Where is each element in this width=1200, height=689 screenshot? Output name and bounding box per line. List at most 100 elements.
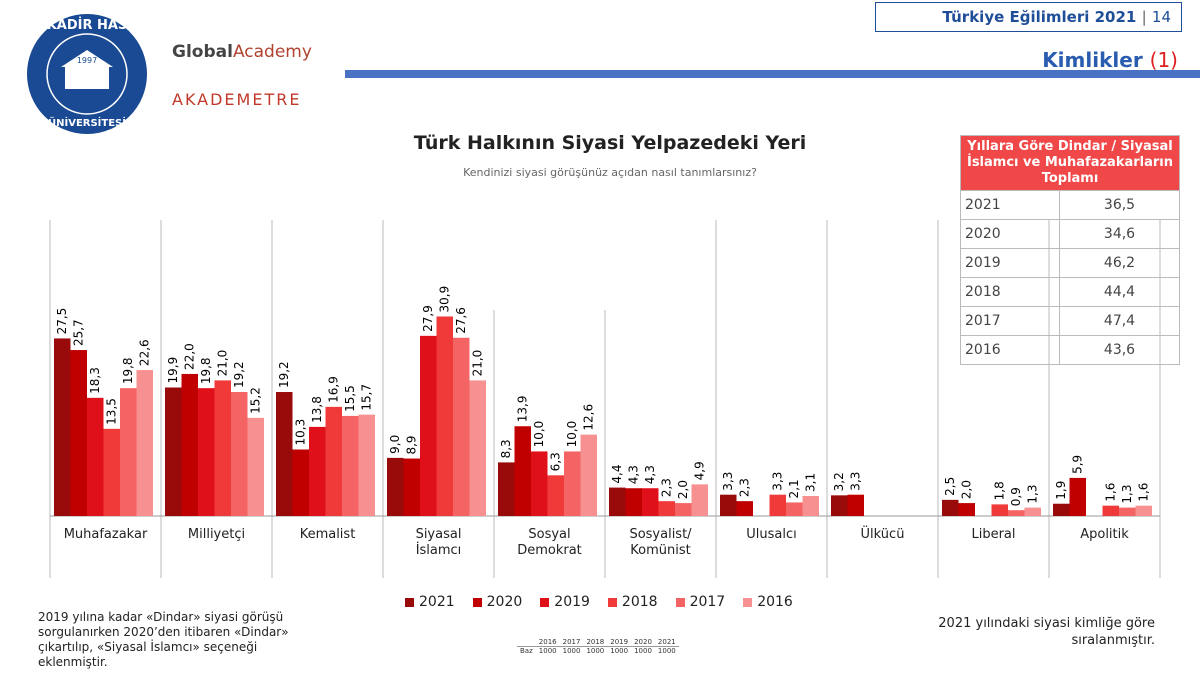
- summary-row: 2019 46,2: [960, 248, 1180, 278]
- bar: [309, 426, 326, 516]
- bar: [1119, 507, 1136, 516]
- bar: [181, 373, 198, 516]
- bar: [342, 415, 359, 516]
- x-tick-label: Sosyalist/ Komünist: [629, 527, 692, 558]
- value-label: 4,3: [643, 465, 657, 484]
- legend-item: 2020: [472, 594, 523, 610]
- bar: [1008, 510, 1025, 516]
- legend-swatch: [607, 597, 617, 607]
- base-cell: 2019: [610, 638, 629, 646]
- bar: [847, 494, 864, 516]
- summary-cell: 36,5: [1059, 190, 1180, 220]
- value-label: 1,6: [1137, 483, 1151, 502]
- legend: 2021 2020 2019 2018 2017 2016: [405, 594, 793, 610]
- legend-label: 2021: [419, 594, 455, 610]
- base-cell: 1000: [562, 647, 581, 655]
- value-label: 0,9: [1009, 487, 1023, 506]
- page-number: 14: [1151, 8, 1171, 26]
- bar: [1069, 477, 1086, 516]
- legend-label: 2019: [554, 594, 590, 610]
- bar: [658, 501, 675, 516]
- value-label: 3,3: [721, 472, 735, 491]
- bar: [736, 501, 753, 516]
- value-label: 18,3: [88, 367, 102, 394]
- value-label: 10,3: [294, 419, 308, 446]
- partner-two: AKADEMETRE: [172, 90, 302, 109]
- bar: [120, 388, 137, 516]
- value-label: 3,1: [804, 473, 818, 492]
- value-label: 2,1: [787, 479, 801, 498]
- bar: [691, 484, 708, 516]
- bar: [769, 494, 786, 516]
- university-logo: KADİR HAS 1997 ÜNİVERSİTESİ: [27, 14, 147, 134]
- value-label: 3,2: [832, 472, 846, 491]
- value-label: 21,0: [471, 350, 485, 377]
- base-cell: [517, 638, 536, 647]
- bar: [1102, 505, 1119, 516]
- bar: [1053, 503, 1070, 516]
- bar: [453, 337, 470, 516]
- value-label: 13,8: [310, 396, 324, 423]
- summary-row: 2020 34,6: [960, 219, 1180, 249]
- summary-cell: 43,6: [1059, 335, 1180, 365]
- bar: [991, 504, 1008, 516]
- bar: [420, 335, 437, 516]
- value-label: 15,2: [249, 387, 263, 414]
- base-cell: 1000: [610, 647, 629, 655]
- summary-cell: 2020: [960, 219, 1060, 249]
- base-table: 2016 2017 2018 2019 2020 2021 Baz 1000 1000 1000 1…: [517, 638, 679, 655]
- bar: [625, 488, 642, 516]
- bar: [469, 380, 486, 516]
- base-cell: 1000: [657, 647, 676, 655]
- bar: [103, 428, 120, 516]
- base-row: 2016 2017 2018 2019 2020 2021: [517, 638, 679, 647]
- legend-item: 2017: [675, 594, 725, 610]
- x-tick-label: Milliyetçi: [187, 527, 246, 542]
- value-label: 27,6: [454, 307, 468, 334]
- value-label: 2,0: [676, 480, 690, 499]
- university-sub: ÜNİVERSİTESİ: [48, 115, 126, 129]
- legend-swatch: [743, 597, 753, 607]
- value-label: 16,9: [327, 376, 341, 403]
- report-title: Türkiye Eğilimleri 2021: [942, 8, 1137, 26]
- bar: [580, 434, 597, 516]
- summary-cell: 2016: [960, 335, 1060, 365]
- bar: [514, 426, 531, 516]
- x-tick-label: Kemalist: [299, 527, 356, 542]
- value-label: 2,5: [943, 477, 957, 496]
- value-label: 19,2: [232, 361, 246, 388]
- value-label: 1,3: [1026, 485, 1040, 504]
- chart-subtitle: Kendinizi siyasi görüşünüz açıdan nasıl …: [463, 166, 757, 179]
- value-label: 15,5: [343, 385, 357, 412]
- bar: [1024, 507, 1041, 516]
- summary-cell: 46,2: [1059, 248, 1180, 278]
- value-label: 22,0: [183, 343, 197, 370]
- legend-label: 2020: [486, 594, 523, 610]
- summary-cell: 2021: [960, 190, 1060, 220]
- value-label: 21,0: [216, 350, 230, 377]
- header-box: Türkiye Eğilimleri 2021 | 14: [875, 2, 1182, 32]
- value-label: 19,8: [121, 357, 135, 384]
- x-tick-label: Siyasal İslamcı: [415, 527, 462, 558]
- legend-item: 2019: [540, 594, 590, 610]
- legend-label: 2018: [621, 594, 658, 610]
- value-label: 5,9: [1071, 455, 1085, 474]
- value-label: 4,4: [610, 464, 624, 483]
- value-label: 8,9: [405, 435, 419, 454]
- legend-swatch: [540, 597, 550, 607]
- bar: [831, 495, 848, 516]
- bar: [87, 397, 104, 516]
- section: Kimlikler: [1042, 48, 1143, 72]
- header-rule: [345, 70, 1200, 78]
- bar: [642, 488, 659, 516]
- summary-cell: 44,4: [1059, 277, 1180, 307]
- bar: [165, 387, 182, 516]
- value-label: 30,9: [438, 286, 452, 313]
- bar: [436, 316, 453, 516]
- summary-table: Yıllara Göre Dindar / Siyasal İslamcı ve…: [960, 135, 1180, 365]
- value-label: 4,9: [693, 461, 707, 480]
- value-label: 13,5: [105, 398, 119, 425]
- base-cell: 1000: [634, 647, 652, 655]
